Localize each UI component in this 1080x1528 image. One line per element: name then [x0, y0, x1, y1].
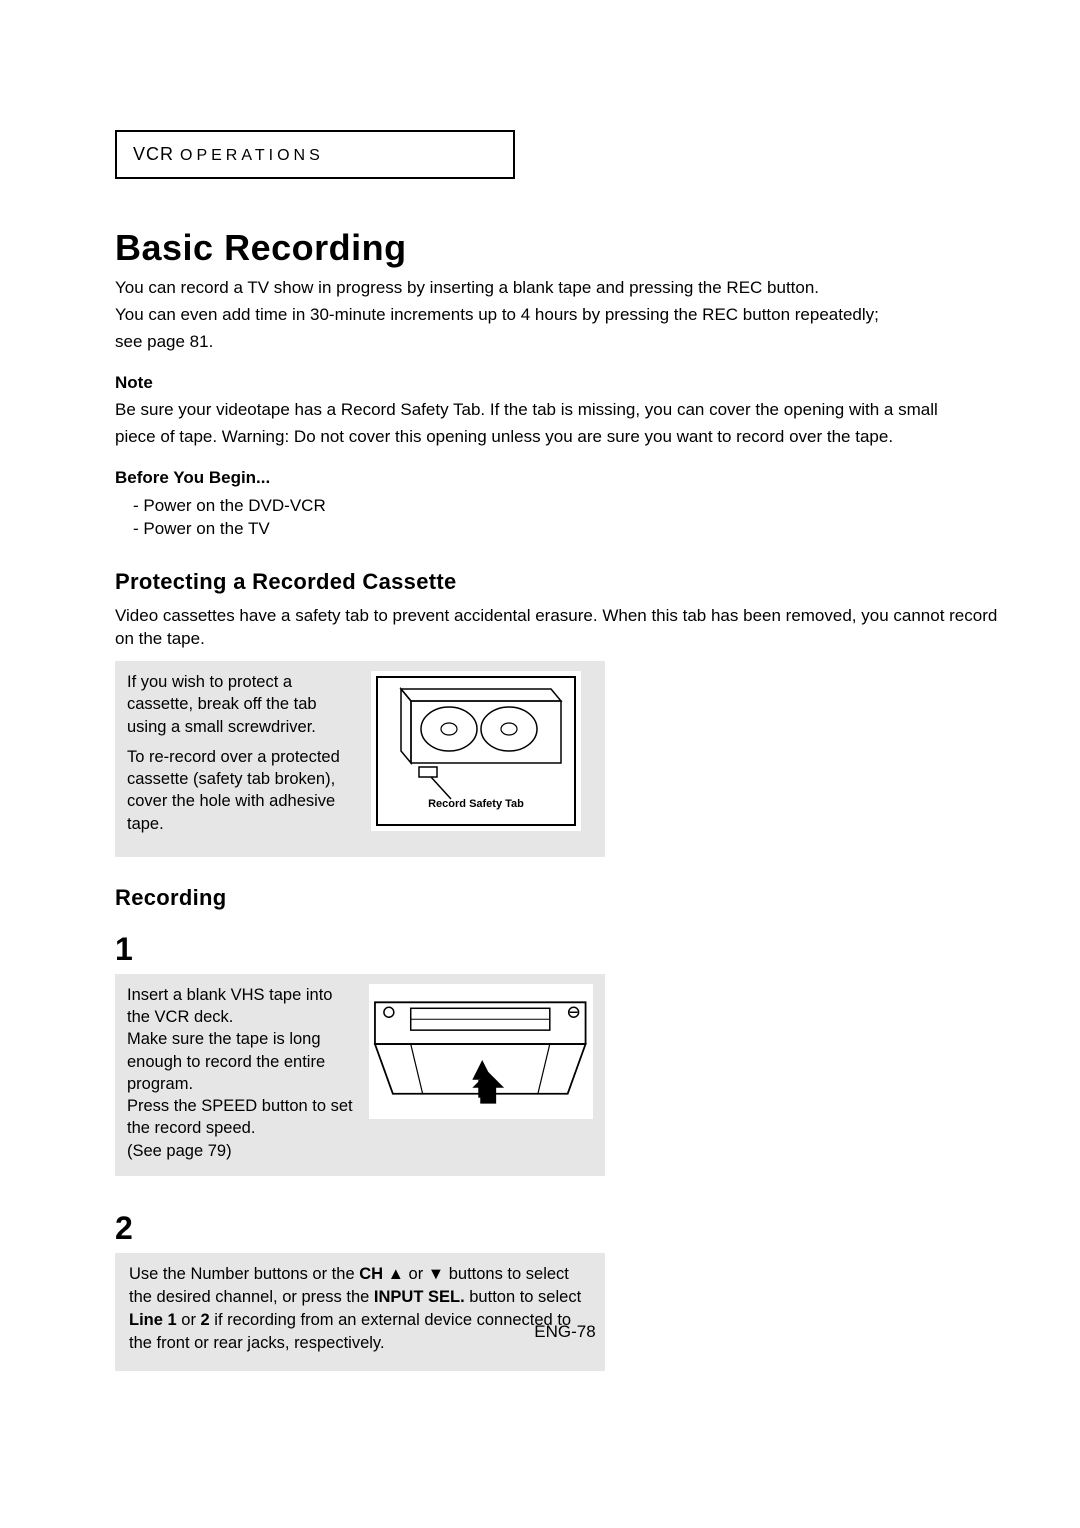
step-1-p1: Insert a blank VHS tape into the VCR dec…: [127, 984, 355, 1029]
step-1-p3: Press the SPEED button to set the record…: [127, 1095, 355, 1140]
step-2-post2: button to select: [465, 1288, 582, 1306]
ch-label: CH: [359, 1265, 383, 1283]
step-1-p4: (See page 79): [127, 1140, 355, 1162]
section-vcr: VCR: [133, 144, 180, 164]
cassette-illustration: Record Safety Tab: [371, 671, 581, 831]
section-header-box: VCR OPERATIONS: [115, 130, 515, 179]
step-1-number: 1: [115, 931, 1015, 968]
recording-heading: Recording: [115, 885, 1015, 911]
page-footer: ENG-78: [115, 1322, 1015, 1342]
protect-intro: Video cassettes have a safety tab to pre…: [115, 605, 1015, 651]
down-arrow-icon: ▼: [423, 1265, 449, 1283]
list-item: - Power on the DVD-VCR: [133, 494, 1015, 518]
list-item: - Power on the TV: [133, 517, 1015, 541]
intro-line-2: You can even add time in 30-minute incre…: [115, 304, 1015, 327]
vcr-illustration: [369, 984, 593, 1119]
protect-heading: Protecting a Recorded Cassette: [115, 569, 1015, 595]
note-line-1: Be sure your videotape has a Record Safe…: [115, 399, 1015, 422]
input-sel-label: INPUT SEL.: [374, 1288, 465, 1306]
note-line-2: piece of tape. Warning: Do not cover thi…: [115, 426, 1015, 449]
protect-box-p1: If you wish to protect a cassette, break…: [127, 671, 357, 738]
page-title: Basic Recording: [115, 227, 1015, 269]
section-ops: OPERATIONS: [180, 147, 324, 164]
up-arrow-icon: ▲: [383, 1265, 409, 1283]
cassette-caption: Record Safety Tab: [428, 798, 524, 810]
step-1-p2: Make sure the tape is long enough to rec…: [127, 1028, 355, 1095]
intro-line-3: see page 81.: [115, 331, 1015, 354]
note-label: Note: [115, 372, 1015, 395]
before-list: - Power on the DVD-VCR - Power on the TV: [115, 494, 1015, 542]
step-2-pre: Use the Number buttons or the: [129, 1265, 359, 1283]
or-text: or: [409, 1265, 424, 1283]
protect-box: If you wish to protect a cassette, break…: [115, 661, 605, 857]
step-2-box: Use the Number buttons or the CH ▲ or ▼ …: [115, 1253, 605, 1371]
protect-box-p2: To re-record over a protected cassette (…: [127, 746, 357, 835]
intro-line-1: You can record a TV show in progress by …: [115, 277, 1015, 300]
step-1-box: Insert a blank VHS tape into the VCR dec…: [115, 974, 605, 1176]
before-label: Before You Begin...: [115, 467, 1015, 490]
step-2-number: 2: [115, 1210, 1015, 1247]
